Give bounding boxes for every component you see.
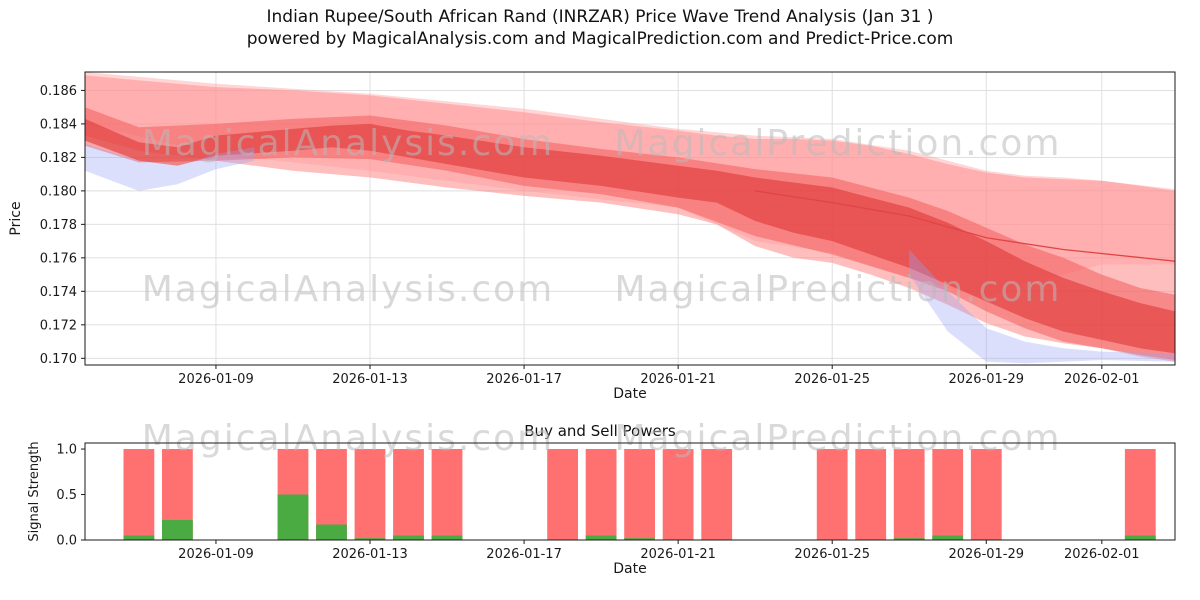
plot-border [84,71,1176,366]
price-band-blue-right [909,249,1175,364]
buy-bar [932,535,964,540]
y-axis-label: Signal Strength [27,441,42,541]
buy-sell-power-chart: MagicalAnalysis.com MagicalPrediction.com… [27,418,1176,577]
y-tick-label: 0.184 [40,117,77,132]
y-tick-label: 0.0 [56,534,77,549]
sell-bar [816,449,848,540]
buy-bar [585,535,617,540]
sell-bar [547,449,578,540]
sell-bar [624,449,655,540]
buy-bar [277,494,309,540]
buy-bar [354,538,386,540]
x-tick-label: 2026-01-09 [178,547,254,562]
y-tick-label: 0.182 [40,151,77,166]
buy-bar [393,535,424,540]
price-band-blue-left [85,144,255,191]
x-tick-label: 2026-01-25 [794,547,870,562]
sell-bar [354,449,386,540]
figure-title-line2: powered by MagicalAnalysis.com and Magic… [246,29,954,49]
x-tick-label: 2026-01-13 [332,372,408,387]
sell-bar [1124,449,1156,540]
x-axis-label: Date [613,561,646,577]
x-tick-label: 2026-01-21 [640,547,716,562]
x-tick-label: 2026-01-13 [332,547,408,562]
buy-bar [624,538,655,540]
sell-bar [970,449,1002,540]
sell-bar [893,449,925,540]
watermark-text: MagicalPrediction.com [615,123,1062,164]
x-axis-label: Date [613,386,646,402]
x-tick-label: 2026-01-09 [178,372,254,387]
buy-bar [162,520,193,540]
sell-bar [585,449,617,540]
y-tick-label: 0.174 [40,285,77,300]
y-tick-label: 0.186 [40,84,77,99]
sell-bar [855,449,887,540]
watermark-text: MagicalPrediction.com [615,418,1062,459]
x-tick-label: 2026-01-21 [640,372,716,387]
y-tick-label: 0.178 [40,218,77,233]
buy-bar [893,538,925,540]
sell-bar [123,449,155,540]
trend-line [755,190,1176,262]
watermark-text: MagicalAnalysis.com [142,418,554,459]
y-axis-label: Price [8,201,24,235]
buy-bar [316,524,347,540]
y-tick-label: 0.170 [40,352,77,367]
buy-bar [123,535,155,540]
sell-bar [932,449,964,540]
buy-bar [1124,535,1156,540]
price-wave-chart: MagicalAnalysis.com MagicalPrediction.com… [8,71,1176,402]
power-chart-title: Buy and Sell Powers [524,422,676,440]
x-tick-label: 2026-01-29 [948,547,1024,562]
x-tick-label: 2026-01-17 [486,372,562,387]
x-tick-label: 2026-01-29 [948,372,1024,387]
y-tick-label: 0.5 [56,488,77,503]
buy-bar [431,535,463,540]
x-tick-label: 2026-02-01 [1064,547,1140,562]
x-tick-label: 2026-01-17 [486,547,562,562]
watermark-text: MagicalAnalysis.com [142,123,554,164]
sell-bar [393,449,424,540]
plot-border [84,442,1176,541]
y-tick-label: 0.176 [40,251,77,266]
y-tick-label: 0.172 [40,318,77,333]
x-tick-label: 2026-01-25 [794,372,870,387]
figure-title-line1: Indian Rupee/South African Rand (INRZAR)… [266,7,934,27]
price-band-core [85,118,1175,354]
y-tick-label: 1.0 [56,443,77,458]
watermark-text: MagicalAnalysis.com [142,269,554,310]
y-tick-label: 0.180 [40,184,77,199]
x-tick-label: 2026-02-01 [1064,372,1140,387]
sell-bar [701,449,733,540]
sell-bar [431,449,463,540]
watermark-text: MagicalPrediction.com [615,269,1062,310]
sell-bar [662,449,694,540]
